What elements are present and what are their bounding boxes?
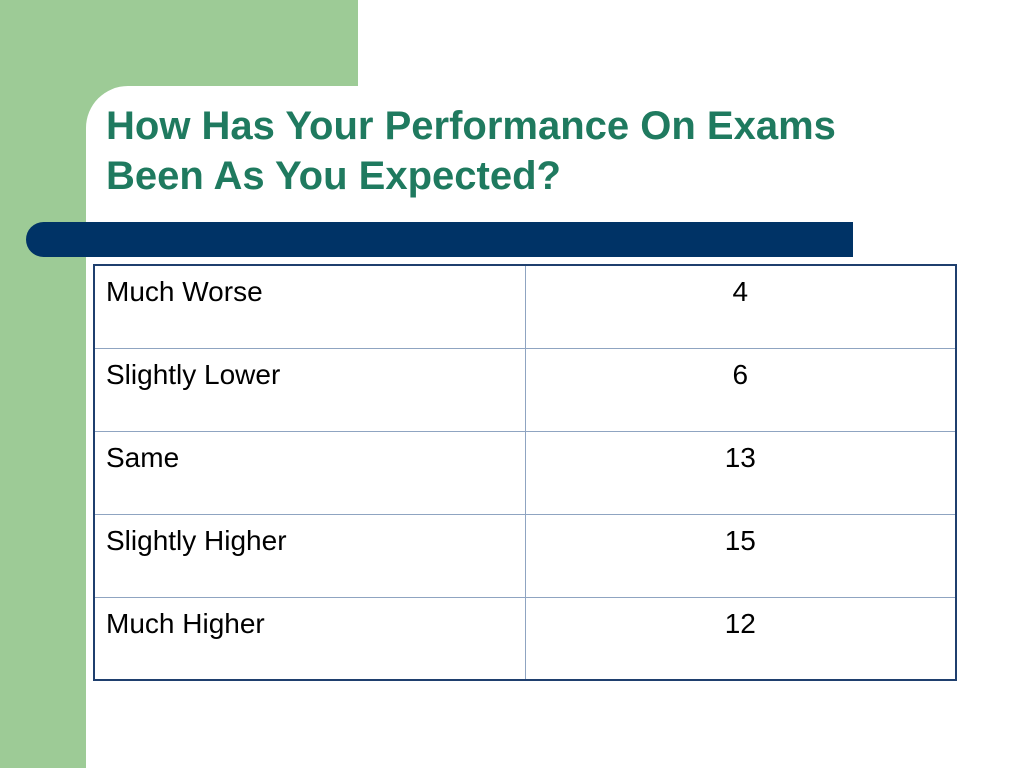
table-row: Slightly Higher 15 — [93, 513, 957, 598]
results-table: Much Worse 4 Slightly Lower 6 Same 13 Sl… — [93, 264, 957, 681]
row-label: Much Higher — [93, 596, 526, 681]
table-row: Same 13 — [93, 430, 957, 515]
row-label: Slightly Lower — [93, 347, 526, 432]
row-label: Much Worse — [93, 264, 526, 349]
row-value: 4 — [524, 264, 957, 349]
row-label: Slightly Higher — [93, 513, 526, 598]
slide-title: How Has Your Performance On Exams Been A… — [106, 101, 986, 201]
table-row: Slightly Lower 6 — [93, 347, 957, 432]
slide-title-line-1: How Has Your Performance On Exams — [106, 104, 836, 148]
row-label: Same — [93, 430, 526, 515]
table-row: Much Worse 4 — [93, 264, 957, 349]
slide-title-line-2: Been As You Expected? — [106, 154, 561, 198]
row-value: 6 — [524, 347, 957, 432]
row-value: 15 — [524, 513, 957, 598]
header-background — [358, 0, 1024, 90]
title-underline-bar — [26, 222, 853, 257]
table-row: Much Higher 12 — [93, 596, 957, 681]
row-value: 13 — [524, 430, 957, 515]
row-value: 12 — [524, 596, 957, 681]
